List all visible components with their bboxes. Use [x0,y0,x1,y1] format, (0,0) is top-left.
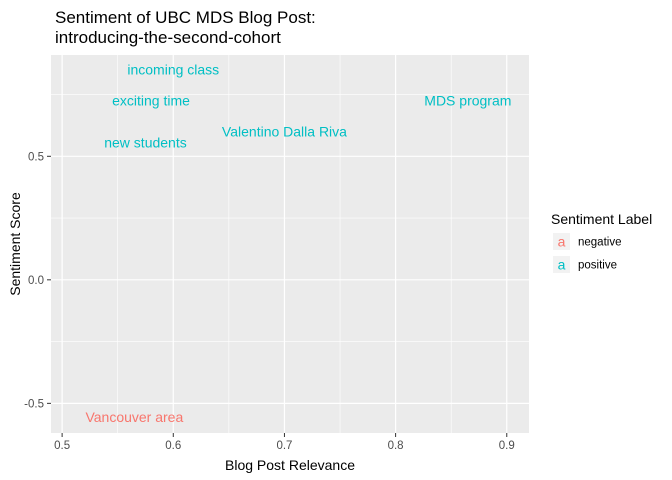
minor-gridlines [51,55,529,433]
legend-label: positive [578,260,617,272]
point-label-vancouver-area: Vancouver area [85,409,183,425]
legend-key-background [553,256,570,273]
y-tick-label: 0.5 [28,151,44,163]
point-label-new-students: new students [104,135,187,151]
legend-entry-negative: a negative [553,233,621,250]
legend-title: Sentiment Label [551,211,652,227]
plot-panel [51,55,529,433]
x-tick-label: 0.5 [54,440,70,452]
x-tick-label: 0.9 [499,440,515,452]
legend-key-background [553,233,570,250]
title-line-1: Sentiment of UBC MDS Blog Post: [55,8,316,27]
title-line-2: introducing-the-second-cohort [55,28,281,47]
point-label-mds-program: MDS program [424,93,511,109]
y-tick-label: -0.5 [24,398,44,410]
x-tick-label: 0.6 [165,440,181,452]
x-tick-label: 0.7 [276,440,292,452]
y-axis-title: Sentiment Score [7,192,23,296]
legend-entry-positive: a positive [553,256,617,273]
point-label-valentino-dalla-riva: Valentino Dalla Riva [222,123,347,139]
point-labels: incoming class exciting time MDS program Va… [85,62,511,425]
x-axis-title: Blog Post Relevance [225,457,355,473]
point-label-incoming-class: incoming class [127,62,219,78]
point-label-exciting-time: exciting time [112,93,190,109]
legend-key-glyph: a [558,233,566,249]
legend-key-glyph: a [558,256,566,272]
major-gridlines [51,55,529,433]
x-axis-ticks: 0.5 0.6 0.7 0.8 0.9 [54,433,515,452]
y-axis-ticks: -0.5 0.0 0.5 [24,151,51,410]
y-tick-label: 0.0 [28,275,44,287]
legend: Sentiment Label a negative a positive [551,211,652,273]
legend-label: negative [578,237,621,249]
chart-title: Sentiment of UBC MDS Blog Post: introduc… [55,8,316,47]
x-tick-label: 0.8 [388,440,404,452]
